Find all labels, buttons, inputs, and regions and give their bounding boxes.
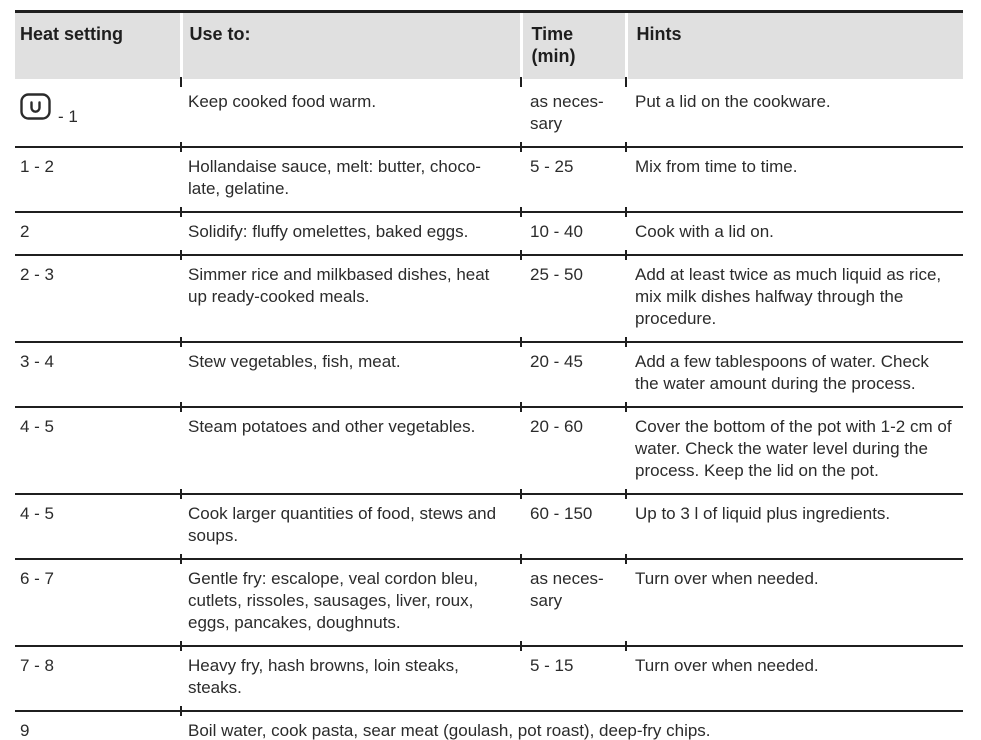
- hints-cell: Add at least twice as much liquid as ric…: [625, 251, 963, 342]
- use-cell: Gentle fry: escalope, veal cordon bleu, …: [180, 555, 521, 646]
- hints-cell: Up to 3 l of liquid plus ingredients.: [625, 490, 963, 559]
- heat-cell: 2: [15, 211, 181, 255]
- table-row: 4 - 5 Steam potatoes and other vegetable…: [15, 403, 963, 494]
- time-cell: 5 - 25: [520, 143, 626, 212]
- column-header-hints: Hints: [624, 10, 963, 83]
- heat-cell: 1 - 2: [15, 146, 181, 212]
- time-cell: 10 - 40: [520, 208, 626, 255]
- use-cell: Cook larger quantities of food, stews an…: [180, 490, 521, 559]
- use-cell-span: Boil water, cook pasta, sear meat (goula…: [180, 707, 963, 740]
- time-cell: 25 - 50: [520, 251, 626, 342]
- table-row: 3 - 4 Stew vegetables, fish, meat. 20 - …: [15, 338, 963, 407]
- use-cell: Hollandaise sauce, melt: butter, choco-l…: [180, 143, 521, 212]
- column-header-use-to: Use to:: [179, 10, 521, 83]
- time-cell: 20 - 45: [520, 338, 626, 407]
- hints-cell: Put a lid on the cookware.: [625, 77, 963, 147]
- hints-cell: Mix from time to time.: [625, 143, 963, 212]
- use-cell: Steam potatoes and other vegetables.: [180, 403, 521, 494]
- hints-cell: Turn over when needed.: [625, 642, 963, 711]
- heat-cell: 9: [15, 710, 181, 740]
- time-cell: as neces-sary: [520, 555, 626, 646]
- table-row: - 1 Keep cooked food warm. as neces-sary…: [15, 77, 963, 147]
- table-header-row: Heat setting Use to: Time (min) Hints: [15, 10, 963, 83]
- use-cell: Simmer rice and milkbased dishes, heat u…: [180, 251, 521, 342]
- table-row: 7 - 8 Heavy fry, hash browns, loin steak…: [15, 642, 963, 711]
- heat-cell: 4 - 5: [15, 493, 181, 559]
- heat-value: - 1: [58, 107, 78, 126]
- hints-cell: Cover the bottom of the pot with 1-2 cm …: [625, 403, 963, 494]
- use-cell: Stew vegetables, fish, meat.: [180, 338, 521, 407]
- table-row: 9 Boil water, cook pasta, sear meat (gou…: [15, 707, 963, 740]
- table-row: 1 - 2 Hollandaise sauce, melt: butter, c…: [15, 143, 963, 212]
- hints-cell: Turn over when needed.: [625, 555, 963, 646]
- hints-cell: Cook with a lid on.: [625, 208, 963, 255]
- heat-cell: 4 - 5: [15, 406, 181, 494]
- column-header-time-min: Time (min): [519, 10, 626, 83]
- heat-cell: - 1: [15, 80, 181, 147]
- use-cell: Solidify: fluffy omelettes, baked eggs.: [180, 208, 521, 255]
- time-cell: 60 - 150: [520, 490, 626, 559]
- keep-warm-icon: [20, 93, 51, 126]
- time-cell: 20 - 60: [520, 403, 626, 494]
- table-row: 2 Solidify: fluffy omelettes, baked eggs…: [15, 208, 963, 255]
- time-cell: as neces-sary: [520, 77, 626, 147]
- time-cell: 5 - 15: [520, 642, 626, 711]
- heat-cell: 6 - 7: [15, 558, 181, 646]
- heat-cell: 2 - 3: [15, 254, 181, 342]
- table-row: 6 - 7 Gentle fry: escalope, veal cordon …: [15, 555, 963, 646]
- use-cell: Heavy fry, hash browns, loin steaks, ste…: [180, 642, 521, 711]
- table-row: 2 - 3 Simmer rice and milkbased dishes, …: [15, 251, 963, 342]
- heat-cell: 7 - 8: [15, 645, 181, 711]
- heat-cell: 3 - 4: [15, 341, 181, 407]
- use-cell: Keep cooked food warm.: [180, 77, 521, 147]
- hints-cell: Add a few tablespoons of water. Check th…: [625, 338, 963, 407]
- table-row: 4 - 5 Cook larger quantities of food, st…: [15, 490, 963, 559]
- column-header-heat-setting: Heat setting: [15, 10, 181, 83]
- heat-setting-table: Heat setting Use to: Time (min) Hints - …: [15, 10, 963, 740]
